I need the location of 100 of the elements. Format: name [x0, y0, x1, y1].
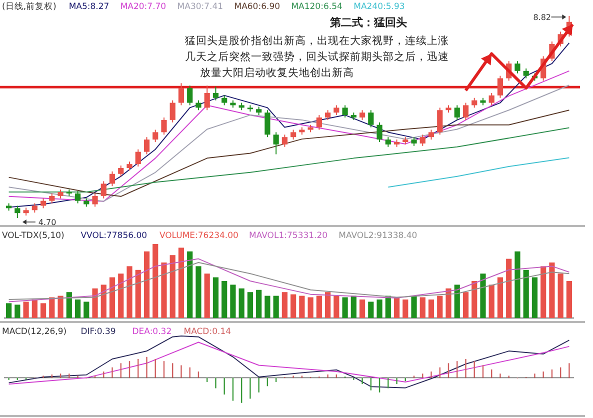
bar	[238, 288, 244, 318]
candlestick	[359, 110, 366, 120]
bar	[66, 292, 72, 318]
bar	[144, 251, 150, 318]
bar	[204, 274, 210, 318]
bar	[350, 296, 356, 318]
bar	[359, 300, 366, 318]
candlestick	[420, 134, 426, 146]
bar	[23, 302, 29, 318]
bar	[549, 262, 555, 318]
candlestick	[187, 85, 193, 106]
bar	[523, 270, 529, 318]
bar	[14, 304, 20, 318]
candlestick	[273, 132, 279, 155]
bar	[187, 251, 193, 318]
bar	[74, 300, 81, 318]
chart-title: 第二式：猛回头	[329, 16, 407, 29]
candlestick	[32, 202, 38, 214]
bar	[58, 296, 64, 318]
text: DIF:0.39	[80, 327, 116, 337]
bar	[342, 297, 348, 318]
chart-subtitle: (日线,前复权)	[2, 1, 56, 12]
candlestick	[454, 104, 460, 120]
bar	[532, 277, 538, 318]
candlestick	[264, 110, 270, 138]
candlestick	[316, 114, 322, 130]
bar	[376, 300, 382, 318]
bar	[212, 277, 219, 318]
bar	[488, 284, 494, 318]
bar	[118, 274, 124, 318]
bar	[462, 292, 469, 318]
bar	[446, 288, 452, 318]
candlestick	[523, 68, 529, 79]
candlestick	[290, 129, 296, 140]
text: MA5:8.27	[68, 2, 110, 12]
bar	[170, 255, 176, 318]
bar	[514, 251, 520, 318]
candlestick	[109, 170, 116, 187]
bar	[299, 296, 305, 318]
chart-title: MACD(12,26,9)	[2, 327, 67, 337]
bar	[247, 292, 254, 318]
candlestick	[497, 75, 504, 98]
bar	[152, 244, 158, 318]
candlestick	[342, 104, 348, 118]
text: MA60:6.90	[234, 2, 280, 12]
candlestick	[385, 136, 391, 148]
candlestick	[170, 100, 176, 123]
candlestick	[428, 129, 434, 140]
bar	[316, 296, 322, 318]
candlestick	[282, 134, 288, 148]
bar	[324, 292, 331, 318]
text: MAVOL2:91338.40	[338, 231, 418, 241]
bar	[100, 284, 106, 318]
bar	[290, 294, 296, 318]
bar	[256, 290, 262, 318]
bar	[411, 296, 417, 318]
candlestick	[118, 165, 124, 177]
bar	[540, 266, 546, 318]
bar	[420, 297, 426, 318]
candlestick	[368, 110, 374, 128]
candlestick	[488, 92, 494, 106]
annotation: 4.70	[38, 218, 56, 227]
candlestick	[100, 180, 106, 199]
bar	[84, 302, 90, 318]
candlestick	[161, 116, 167, 136]
candlestick	[144, 136, 150, 155]
candlestick	[437, 107, 443, 136]
candlestick	[92, 192, 98, 208]
candlestick	[14, 205, 20, 218]
bar	[6, 303, 12, 318]
bar	[273, 296, 279, 318]
bar	[480, 274, 486, 318]
bar	[264, 296, 270, 318]
candlestick	[49, 192, 55, 204]
annotation: 猛回头是股价指创出新高，出现在大家视野，连续上涨几天之后突然一致强势，回头试探前期头部之后，迅速放量大阳启动收复失地创出新高	[185, 34, 449, 79]
bar	[506, 258, 512, 318]
candlestick	[178, 82, 184, 106]
candlestick	[40, 198, 46, 209]
bar	[454, 284, 460, 318]
candlestick	[152, 129, 158, 143]
candlestick	[222, 94, 228, 106]
bar	[566, 281, 572, 318]
bar	[196, 266, 202, 318]
bar	[282, 292, 288, 318]
candlestick	[204, 85, 210, 111]
candlestick	[74, 190, 81, 204]
candlestick	[324, 110, 331, 120]
text: MAVOL1:75331.20	[249, 231, 328, 241]
bar	[109, 277, 116, 318]
chart-title: VOL-TDX(5,10)	[2, 231, 64, 241]
bar	[126, 266, 132, 318]
bar	[428, 300, 434, 318]
bar	[472, 281, 478, 318]
candlestick	[472, 97, 478, 108]
bar	[49, 297, 55, 318]
bar	[308, 297, 314, 318]
bar	[178, 248, 184, 318]
text: MA30:7.41	[177, 2, 224, 12]
bar	[402, 300, 408, 318]
text: MA20:7.70	[120, 2, 166, 12]
